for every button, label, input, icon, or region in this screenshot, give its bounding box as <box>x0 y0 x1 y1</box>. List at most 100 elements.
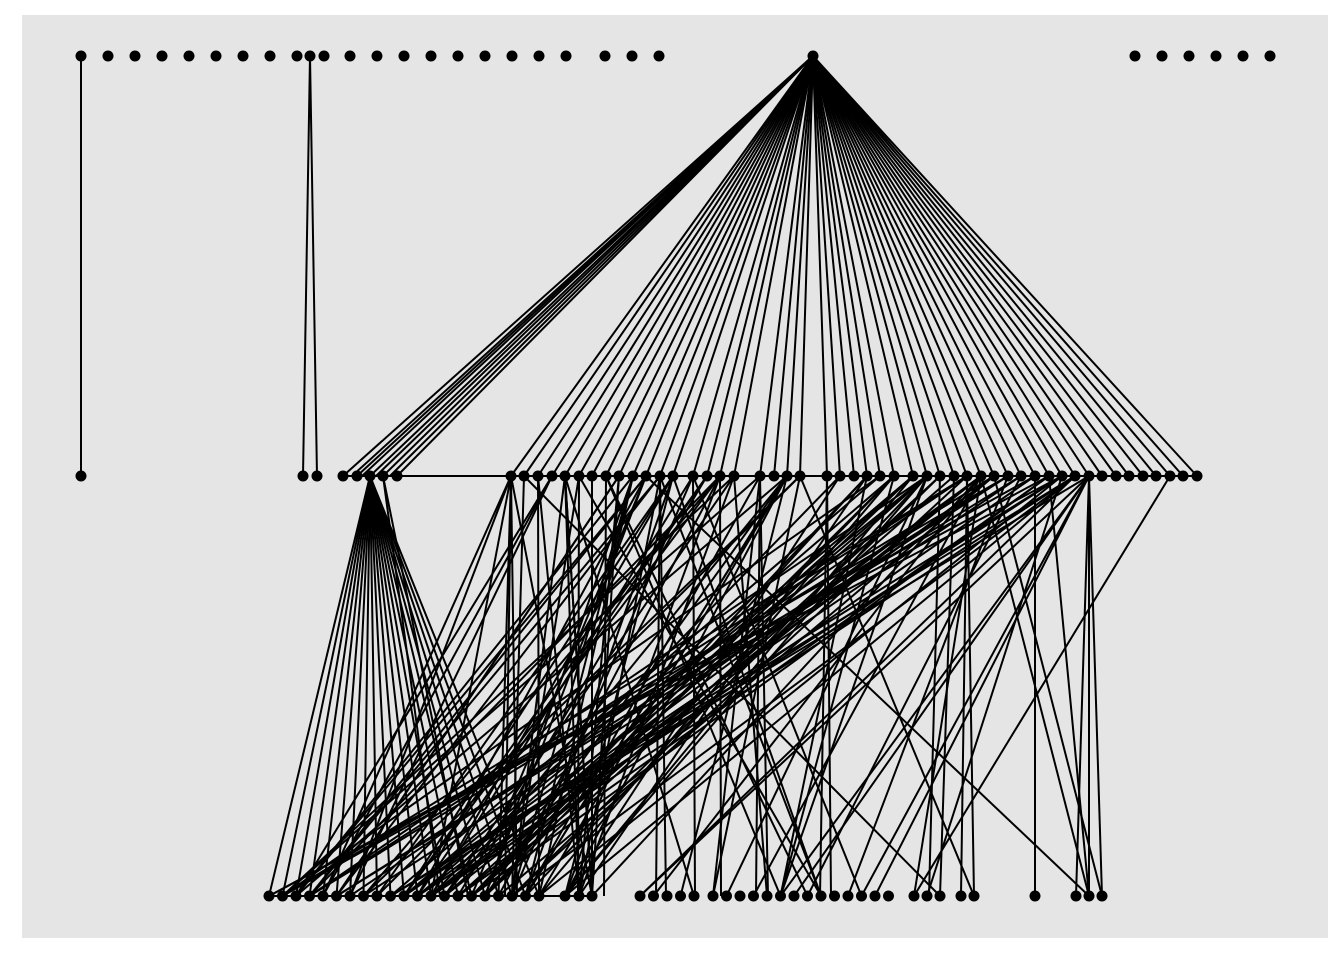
middle-layer-node <box>654 470 666 482</box>
graph-edge <box>719 475 722 897</box>
graph-edge <box>403 475 895 897</box>
middle-layer-node <box>1002 470 1014 482</box>
graph-edge <box>362 475 1009 897</box>
top-layer-node <box>398 50 410 62</box>
graph-edge <box>779 475 928 897</box>
top-layer-node <box>318 50 330 62</box>
graph-edge <box>812 55 928 477</box>
node-group <box>75 50 1276 902</box>
bottom-layer-node <box>398 890 410 902</box>
bottom-layer-node <box>1083 890 1095 902</box>
graph-edge <box>369 475 392 897</box>
graph-edge <box>268 475 371 897</box>
top-layer-node <box>425 50 437 62</box>
graph-edge <box>443 475 788 897</box>
top-layer-node <box>452 50 464 62</box>
graph-edge <box>511 475 580 897</box>
bottom-layer-node <box>412 890 423 902</box>
graph-edge <box>655 475 661 897</box>
graph-edge <box>812 55 995 477</box>
top-layer-node <box>1156 50 1168 62</box>
middle-layer-node <box>1096 470 1108 482</box>
graph-edge <box>537 55 814 477</box>
graph-edge <box>733 55 814 477</box>
bottom-layer-node <box>331 890 342 902</box>
graph-edge <box>281 475 1009 897</box>
middle-layer-node <box>821 470 833 482</box>
middle-layer-node <box>573 470 585 482</box>
graph-edge <box>755 475 761 897</box>
bottom-layer-node <box>707 890 719 902</box>
middle-layer-node <box>1137 470 1149 482</box>
graph-edge <box>375 55 814 477</box>
graph-edge <box>510 475 518 897</box>
bottom-layer-node <box>506 890 518 902</box>
bottom-layer-node <box>371 890 383 902</box>
middle-layer-node <box>1029 470 1041 482</box>
graph-edge <box>812 55 1050 477</box>
middle-layer-node <box>586 470 598 482</box>
top-layer-node <box>807 50 819 62</box>
graph-edge <box>369 475 513 897</box>
top-layer-node <box>129 50 141 62</box>
graph-edge <box>706 55 814 477</box>
middle-layer-node <box>532 470 544 482</box>
graph-edge <box>295 475 371 897</box>
bottom-layer-node <box>921 890 933 902</box>
graph-edge <box>504 475 512 897</box>
middle-layer-node <box>781 470 793 482</box>
bottom-layer-node <box>358 890 369 902</box>
graph-edge <box>960 475 968 897</box>
bottom-layer-node <box>317 890 329 902</box>
graph-edge <box>966 475 975 897</box>
graph-edge <box>361 55 814 477</box>
bottom-layer-node <box>661 890 673 902</box>
middle-layer-node <box>888 470 900 482</box>
graph-edge <box>759 55 814 477</box>
top-layer-node <box>344 50 356 62</box>
bottom-layer-node <box>675 890 686 902</box>
graph-edge <box>812 55 1157 477</box>
bottom-layer-node <box>290 890 302 902</box>
graph-edge <box>812 55 895 477</box>
middle-layer-node <box>834 470 846 482</box>
graph-edge <box>719 55 814 477</box>
graph-edge <box>826 475 832 897</box>
bottom-layer-node <box>425 890 437 902</box>
middle-layer-node <box>505 470 517 482</box>
middle-layer-node <box>337 470 349 482</box>
graph-edge <box>603 475 607 897</box>
graph-edge <box>308 475 968 897</box>
graph-edge <box>812 55 1184 477</box>
graph-edge <box>362 475 801 897</box>
bottom-layer-node <box>734 890 746 902</box>
top-layer-node <box>237 50 249 62</box>
graph-edge <box>652 475 982 897</box>
graph-edge <box>524 475 674 897</box>
bottom-layer-node <box>1070 890 1082 902</box>
middle-layer-node <box>297 470 309 482</box>
graph-edge <box>564 475 928 897</box>
graph-edge <box>759 475 769 897</box>
bottom-layer-node <box>829 890 840 902</box>
bottom-layer-node <box>466 890 477 902</box>
graph-edge <box>389 55 814 477</box>
bottom-layer-node <box>856 890 867 902</box>
bottom-layer-node <box>573 890 585 902</box>
graph-edge <box>752 475 982 897</box>
graph-edge <box>773 55 814 477</box>
graph-edge <box>309 55 318 477</box>
graph-edge <box>376 475 674 897</box>
middle-layer-node <box>311 470 323 482</box>
middle-layer-node <box>600 470 612 482</box>
graph-edge <box>537 475 580 897</box>
bottom-layer-node <box>439 890 450 902</box>
middle-layer-node <box>687 470 699 482</box>
graph-edge <box>564 475 841 897</box>
middle-layer-node <box>1123 470 1135 482</box>
middle-layer-node <box>874 470 886 482</box>
graph-edge <box>605 475 809 897</box>
graph-edge <box>564 475 788 897</box>
bottom-layer-node <box>1096 890 1108 902</box>
graph-edge <box>1088 475 1103 897</box>
